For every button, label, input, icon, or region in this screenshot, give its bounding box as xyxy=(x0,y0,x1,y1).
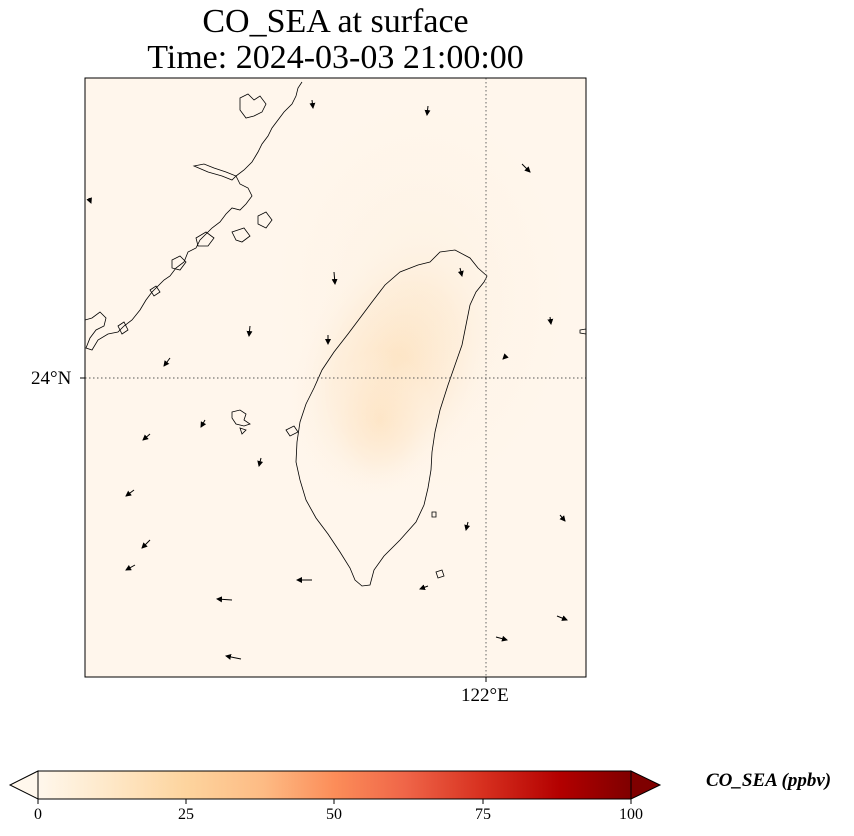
colorbar-extend-max xyxy=(630,770,662,800)
wind-arrow xyxy=(163,357,171,367)
wind-arrow xyxy=(419,584,429,591)
wind-arrow xyxy=(225,654,242,660)
wind-arrow xyxy=(495,635,508,642)
wind-arrow xyxy=(309,99,316,109)
colorbar-tick-label: 100 xyxy=(619,806,643,823)
wind-arrow xyxy=(521,163,531,173)
wind-arrow xyxy=(556,615,568,621)
wind-arrow xyxy=(559,514,566,522)
colorbar-tick-label: 50 xyxy=(326,806,342,823)
wind-arrow xyxy=(547,316,554,325)
wind-arrow xyxy=(200,419,207,428)
wind-vectors xyxy=(86,99,568,660)
colorbar-extend-min xyxy=(8,770,39,800)
latitude-label: 24°N xyxy=(31,368,72,389)
wind-arrow xyxy=(86,197,92,204)
mainland-coastline xyxy=(85,81,303,351)
wind-arrow xyxy=(246,325,253,337)
wind-arrow xyxy=(216,596,233,603)
wind-arrow xyxy=(424,105,431,116)
chart-subtitle-time: Time: 2024-03-03 21:00:00 xyxy=(147,39,524,76)
colorbar-tick-label: 0 xyxy=(34,806,42,823)
colorbar-tick-label: 75 xyxy=(475,806,491,823)
longitude-label: 122°E xyxy=(461,685,509,706)
wind-arrow xyxy=(502,353,509,360)
wind-arrow xyxy=(331,271,338,285)
taiwan-coastline xyxy=(295,249,488,587)
colorbar-tick-label: 25 xyxy=(178,806,194,823)
wind-arrow xyxy=(142,433,151,441)
coastlines xyxy=(85,81,586,587)
colorbar xyxy=(8,770,662,804)
chart-title: CO_SEA at surface xyxy=(202,3,469,40)
wind-arrow xyxy=(125,489,135,497)
wind-arrow xyxy=(457,267,464,277)
wind-arrow xyxy=(141,539,151,549)
wind-arrow xyxy=(125,564,136,571)
colorbar-gradient xyxy=(37,770,632,800)
wind-arrow xyxy=(464,521,471,531)
colorbar-label: CO_SEA (ppbv) xyxy=(706,770,832,791)
wind-arrow xyxy=(257,457,264,467)
concentration-field xyxy=(85,78,586,677)
